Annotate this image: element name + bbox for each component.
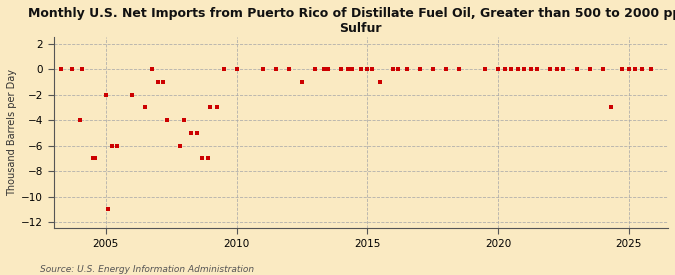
Point	[186, 131, 196, 135]
Point	[296, 80, 307, 84]
Point	[512, 67, 523, 72]
Point	[342, 67, 353, 72]
Point	[427, 67, 438, 72]
Point	[284, 67, 294, 72]
Point	[545, 67, 556, 72]
Point	[571, 67, 582, 72]
Point	[196, 156, 207, 161]
Point	[558, 67, 569, 72]
Point	[146, 67, 157, 72]
Point	[519, 67, 530, 72]
Point	[525, 67, 536, 72]
Point	[161, 118, 172, 122]
Point	[203, 156, 214, 161]
Point	[393, 67, 404, 72]
Y-axis label: Thousand Barrels per Day: Thousand Barrels per Day	[7, 70, 17, 196]
Point	[90, 156, 101, 161]
Point	[310, 67, 321, 72]
Point	[179, 118, 190, 122]
Point	[103, 207, 113, 211]
Point	[127, 93, 138, 97]
Point	[617, 67, 628, 72]
Point	[318, 67, 329, 72]
Point	[630, 67, 641, 72]
Point	[218, 67, 229, 72]
Point	[388, 67, 399, 72]
Point	[493, 67, 504, 72]
Point	[624, 67, 634, 72]
Point	[645, 67, 656, 72]
Point	[440, 67, 451, 72]
Point	[356, 67, 367, 72]
Point	[637, 67, 647, 72]
Point	[111, 144, 122, 148]
Point	[140, 105, 151, 110]
Point	[323, 67, 333, 72]
Point	[211, 105, 222, 110]
Point	[506, 67, 516, 72]
Point	[347, 67, 358, 72]
Point	[205, 105, 216, 110]
Point	[454, 67, 464, 72]
Point	[77, 67, 88, 72]
Point	[597, 67, 608, 72]
Point	[56, 67, 67, 72]
Point	[584, 67, 595, 72]
Point	[401, 67, 412, 72]
Point	[107, 144, 117, 148]
Point	[362, 67, 373, 72]
Point	[606, 105, 617, 110]
Point	[157, 80, 168, 84]
Text: Source: U.S. Energy Information Administration: Source: U.S. Energy Information Administ…	[40, 265, 254, 274]
Point	[375, 80, 386, 84]
Point	[271, 67, 281, 72]
Point	[174, 144, 185, 148]
Point	[532, 67, 543, 72]
Point	[335, 67, 346, 72]
Point	[500, 67, 510, 72]
Point	[231, 67, 242, 72]
Point	[367, 67, 377, 72]
Point	[257, 67, 268, 72]
Point	[74, 118, 85, 122]
Point	[551, 67, 562, 72]
Point	[480, 67, 491, 72]
Point	[153, 80, 163, 84]
Title: Monthly U.S. Net Imports from Puerto Rico of Distillate Fuel Oil, Greater than 5: Monthly U.S. Net Imports from Puerto Ric…	[28, 7, 675, 35]
Point	[192, 131, 202, 135]
Point	[87, 156, 98, 161]
Point	[66, 67, 77, 72]
Point	[101, 93, 111, 97]
Point	[414, 67, 425, 72]
